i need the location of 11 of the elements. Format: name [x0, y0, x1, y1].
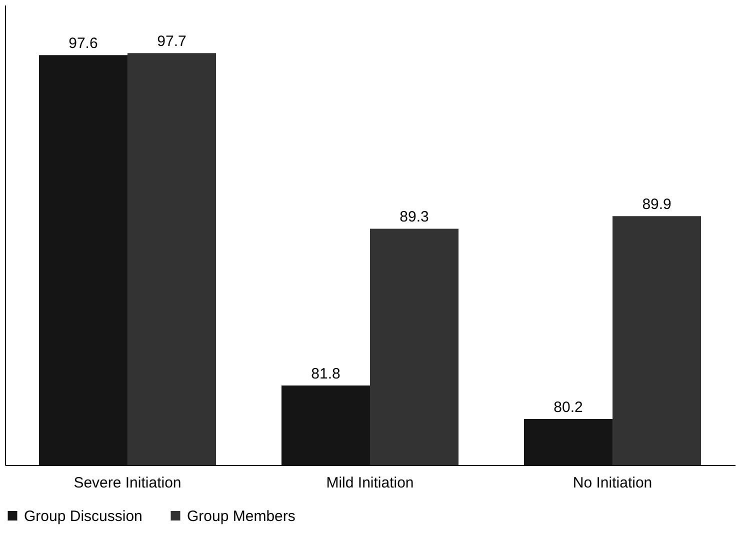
x-tick-label: Mild Initiation	[326, 474, 414, 492]
data-label: 89.9	[642, 196, 672, 214]
data-label: 80.2	[554, 399, 583, 416]
x-tick-label: No Initiation	[572, 474, 652, 492]
data-label: 97.6	[68, 35, 98, 52]
data-label: 81.8	[311, 366, 340, 383]
data-label: 89.3	[400, 208, 429, 226]
data-label: 97.7	[157, 33, 186, 50]
x-tick-label: Severe Initiation	[74, 474, 182, 492]
legend-label: Group Members	[187, 508, 296, 525]
legend-label: Group Discussion	[24, 508, 142, 525]
